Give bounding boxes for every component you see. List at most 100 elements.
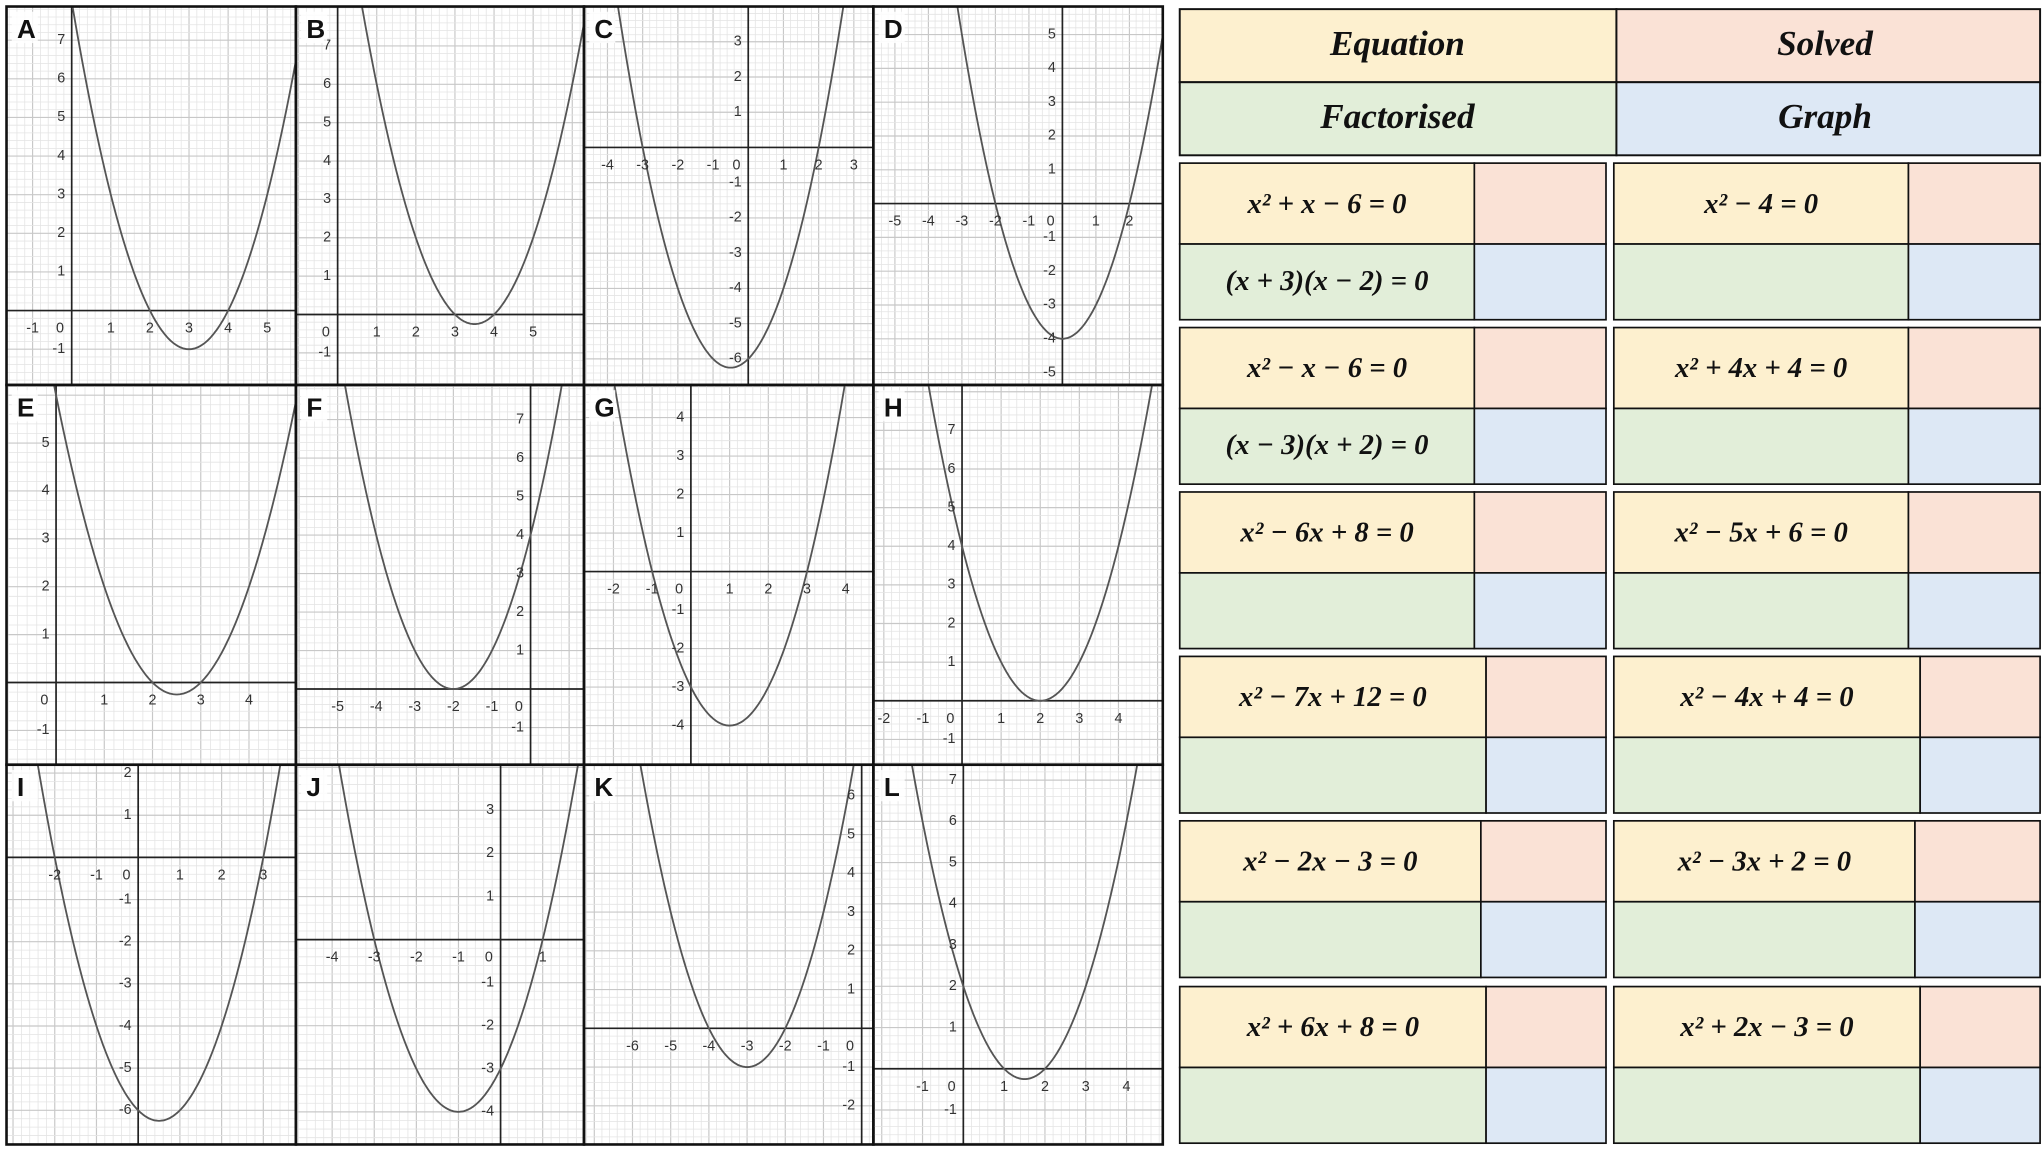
y-tick-label: 2 [948,615,956,631]
y-tick-label: -4 [1043,331,1056,347]
x-tick-label: 4 [245,693,253,709]
y-tick-label: 4 [949,896,957,912]
y-tick-label: 5 [516,488,524,504]
equation: x² − 6x + 8 = 0 [1239,517,1413,549]
y-tick-label: -3 [672,679,685,695]
x-tick-label: 0 [122,867,130,883]
equation: x² − 4x + 4 = 0 [1679,681,1853,713]
x-tick-label: -2 [989,214,1002,230]
x-tick-label: -1 [486,699,499,715]
panel-label: K [594,772,613,802]
parabola [344,384,563,690]
graph-cell [1919,1066,2041,1145]
parabola [36,764,282,1122]
y-tick-label: -2 [729,210,742,226]
factorised-cell [1612,900,1916,979]
y-tick-label: -3 [119,976,132,992]
y-tick-label: 3 [486,802,494,818]
panel-label-bg [589,390,616,422]
x-tick-label: 3 [1082,1079,1090,1095]
y-tick-label: -1 [672,602,685,618]
y-tick-label: -3 [1043,297,1056,313]
y-tick-label: 5 [57,109,65,125]
y-tick-label: 4 [948,538,956,554]
solved-cell [1919,985,2041,1069]
x-tick-label: 1 [997,711,1005,727]
equation: x² − 7x + 12 = 0 [1238,681,1427,713]
panel-label: G [594,392,614,422]
solved-cell [1485,985,1607,1069]
x-tick-label: -4 [703,1038,716,1054]
y-tick-label: 4 [42,483,50,499]
y-tick-label: 1 [949,1019,957,1035]
y-tick-label: -3 [729,245,742,261]
solved-cell [1907,491,2041,574]
parabola [361,6,584,325]
x-tick-label: 1 [1000,1079,1008,1095]
x-tick-label: -5 [331,699,344,715]
y-tick-label: 4 [1048,60,1056,76]
graph-panel: 0 1 2 3 4 5 -1 1 2 3 4 5 6 7B [295,6,584,385]
y-tick-label: 2 [57,225,65,241]
y-tick-label: 6 [57,71,65,87]
y-tick-label: -1 [318,345,331,361]
panel-label-bg [878,769,905,802]
x-tick-label: -2 [447,699,460,715]
graph-cell [1914,900,2041,979]
x-tick-label: 4 [224,321,232,337]
key-cell [1178,8,1618,84]
factorised-cell [1178,900,1482,979]
equation-cell [1178,819,1482,903]
graph-panel: 0 1 2 3 4 -1 1 2 3 4 5E [6,384,296,765]
y-tick-label: 1 [516,642,524,658]
x-tick-label: 2 [1036,711,1044,727]
y-tick-label: -5 [1043,364,1056,380]
parabola [338,764,579,1113]
y-tick-label: -2 [1043,263,1056,279]
y-tick-label: -1 [729,174,742,190]
equation: x² + 2x − 3 = 0 [1679,1011,1853,1043]
y-tick-label: 7 [949,772,957,788]
y-tick-label: -4 [481,1104,494,1120]
factorised-cell [1178,1066,1487,1145]
graph-cell [1907,407,2041,485]
panel-border [872,763,1165,1146]
y-tick-label: 3 [676,448,684,464]
parabola [910,764,1139,1081]
factorised-cell [1612,1066,1922,1145]
factorised-cell [1612,407,1910,485]
graph-cell [1907,572,2041,650]
equation-cell [1178,655,1487,739]
y-tick-label: -4 [672,717,685,733]
equation: x² − 2x − 3 = 0 [1242,845,1417,877]
y-tick-label: 2 [323,230,331,246]
y-tick-label: 4 [676,409,684,425]
x-tick-label: 2 [1125,214,1133,230]
equation-cell [1612,162,1910,245]
panel-label-bg [11,769,38,802]
y-tick-label: 5 [42,435,50,451]
y-tick-label: 2 [1048,128,1056,144]
equation: x² + 6x + 8 = 0 [1246,1011,1419,1043]
equation: x² − 5x + 6 = 0 [1673,517,1847,549]
y-tick-label: -6 [729,351,742,367]
x-tick-label: 2 [149,693,157,709]
x-tick-label: -2 [671,158,684,174]
x-tick-label: 0 [675,582,683,598]
equation: x² − 3x + 2 = 0 [1677,845,1851,877]
x-tick-label: -2 [410,950,423,966]
x-tick-label: 1 [100,693,108,709]
x-tick-label: 0 [322,325,330,341]
y-tick-label: -2 [119,933,132,949]
panel-label: H [884,392,903,422]
equation-cell [1612,655,1922,739]
x-tick-label: 3 [1075,711,1083,727]
x-tick-label: -1 [817,1038,830,1054]
panel-label-bg [589,769,616,802]
panel-label: D [884,14,903,44]
factorised: (x − 3)(x + 2) = 0 [1226,429,1429,461]
key-cell [1178,81,1618,157]
y-tick-label: 1 [42,626,50,642]
equation: x² + x − 6 = 0 [1247,188,1407,220]
